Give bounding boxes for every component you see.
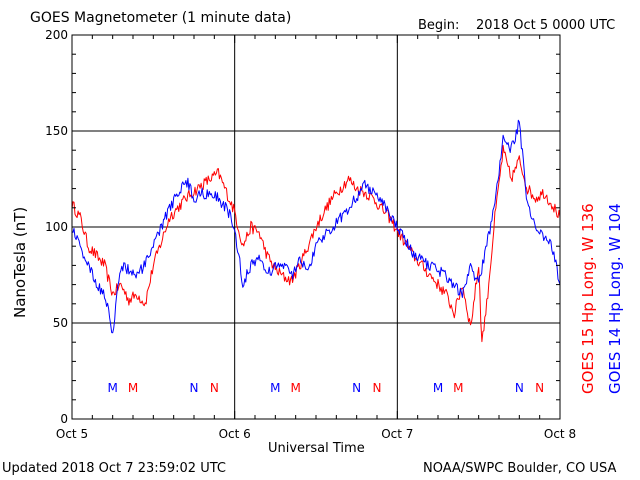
midnight-marker: M xyxy=(107,381,117,395)
grid-layer xyxy=(72,35,560,419)
y-axis-label: NanoTesla (nT) xyxy=(11,206,29,318)
legend-goes14: GOES 14 Hp Long. W 104 xyxy=(606,203,624,394)
y-tick-label: 150 xyxy=(45,124,68,138)
x-tick-label: Oct 5 xyxy=(56,427,88,441)
noon-marker: N xyxy=(210,381,219,395)
noon-marker: N xyxy=(515,381,524,395)
chart-title: GOES Magnetometer (1 minute data) xyxy=(30,10,292,26)
y-tick-label: 50 xyxy=(53,316,68,330)
midnight-marker: M xyxy=(128,381,138,395)
x-tick-label: Oct 8 xyxy=(544,427,576,441)
series-layer xyxy=(71,119,561,343)
noon-marker: N xyxy=(373,381,382,395)
midnight-marker: M xyxy=(453,381,463,395)
midnight-marker: M xyxy=(433,381,443,395)
credit-text: NOAA/SWPC Boulder, CO USA xyxy=(423,461,617,476)
y-tick-label: 0 xyxy=(60,412,68,426)
series-goes14-line xyxy=(71,119,561,334)
y-tick-label: 100 xyxy=(45,220,68,234)
legend-goes15: GOES 15 Hp Long. W 136 xyxy=(579,203,597,394)
midnight-marker: M xyxy=(270,381,280,395)
noon-marker: N xyxy=(190,381,199,395)
midnight-marker: M xyxy=(290,381,300,395)
tick-layer: 0 50 100 150 200 Oct 5 Oct 6 Oct 7 Oct 8 xyxy=(45,28,576,441)
x-axis-label: Universal Time xyxy=(268,441,365,456)
x-tick-label: Oct 6 xyxy=(219,427,251,441)
noon-marker: N xyxy=(352,381,361,395)
updated-timestamp: Updated 2018 Oct 7 23:59:02 UTC xyxy=(2,461,226,476)
y-tick-label: 200 xyxy=(45,28,68,42)
noon-marker: N xyxy=(535,381,544,395)
begin-value: 2018 Oct 5 0000 UTC xyxy=(476,18,616,33)
x-tick-label: Oct 7 xyxy=(381,427,413,441)
series-goes15-line xyxy=(71,144,561,343)
begin-label: Begin: xyxy=(418,18,460,33)
